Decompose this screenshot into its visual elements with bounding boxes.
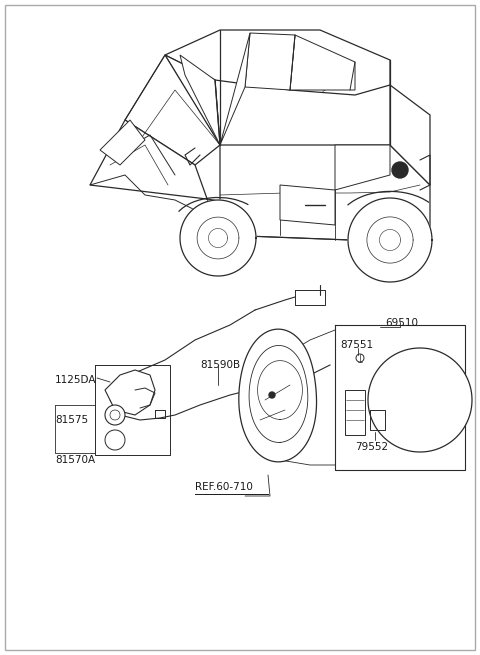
Polygon shape [220, 33, 250, 145]
Text: 1125DA: 1125DA [55, 375, 96, 385]
Text: 81590B: 81590B [200, 360, 240, 370]
Polygon shape [280, 185, 335, 225]
Text: 81575: 81575 [55, 415, 88, 425]
Polygon shape [90, 120, 220, 235]
Text: 69510: 69510 [385, 318, 418, 328]
Polygon shape [239, 329, 316, 462]
Polygon shape [180, 200, 256, 276]
Polygon shape [125, 55, 220, 165]
Text: 87551: 87551 [340, 340, 373, 350]
Circle shape [105, 430, 125, 450]
Polygon shape [290, 35, 355, 90]
Circle shape [269, 392, 275, 398]
Polygon shape [348, 198, 432, 282]
Polygon shape [180, 55, 220, 145]
Text: 81570A: 81570A [55, 455, 95, 465]
Polygon shape [368, 348, 472, 452]
Polygon shape [335, 145, 390, 190]
Circle shape [392, 162, 408, 178]
Circle shape [356, 354, 364, 362]
Polygon shape [345, 390, 365, 435]
Text: 79552: 79552 [355, 442, 388, 452]
Polygon shape [220, 145, 430, 240]
Text: REF.60-710: REF.60-710 [195, 482, 253, 492]
Polygon shape [165, 55, 220, 145]
Polygon shape [105, 370, 155, 415]
Polygon shape [165, 30, 390, 95]
Circle shape [110, 410, 120, 420]
Polygon shape [100, 120, 145, 165]
Polygon shape [390, 85, 430, 185]
Circle shape [105, 405, 125, 425]
Polygon shape [245, 33, 295, 90]
